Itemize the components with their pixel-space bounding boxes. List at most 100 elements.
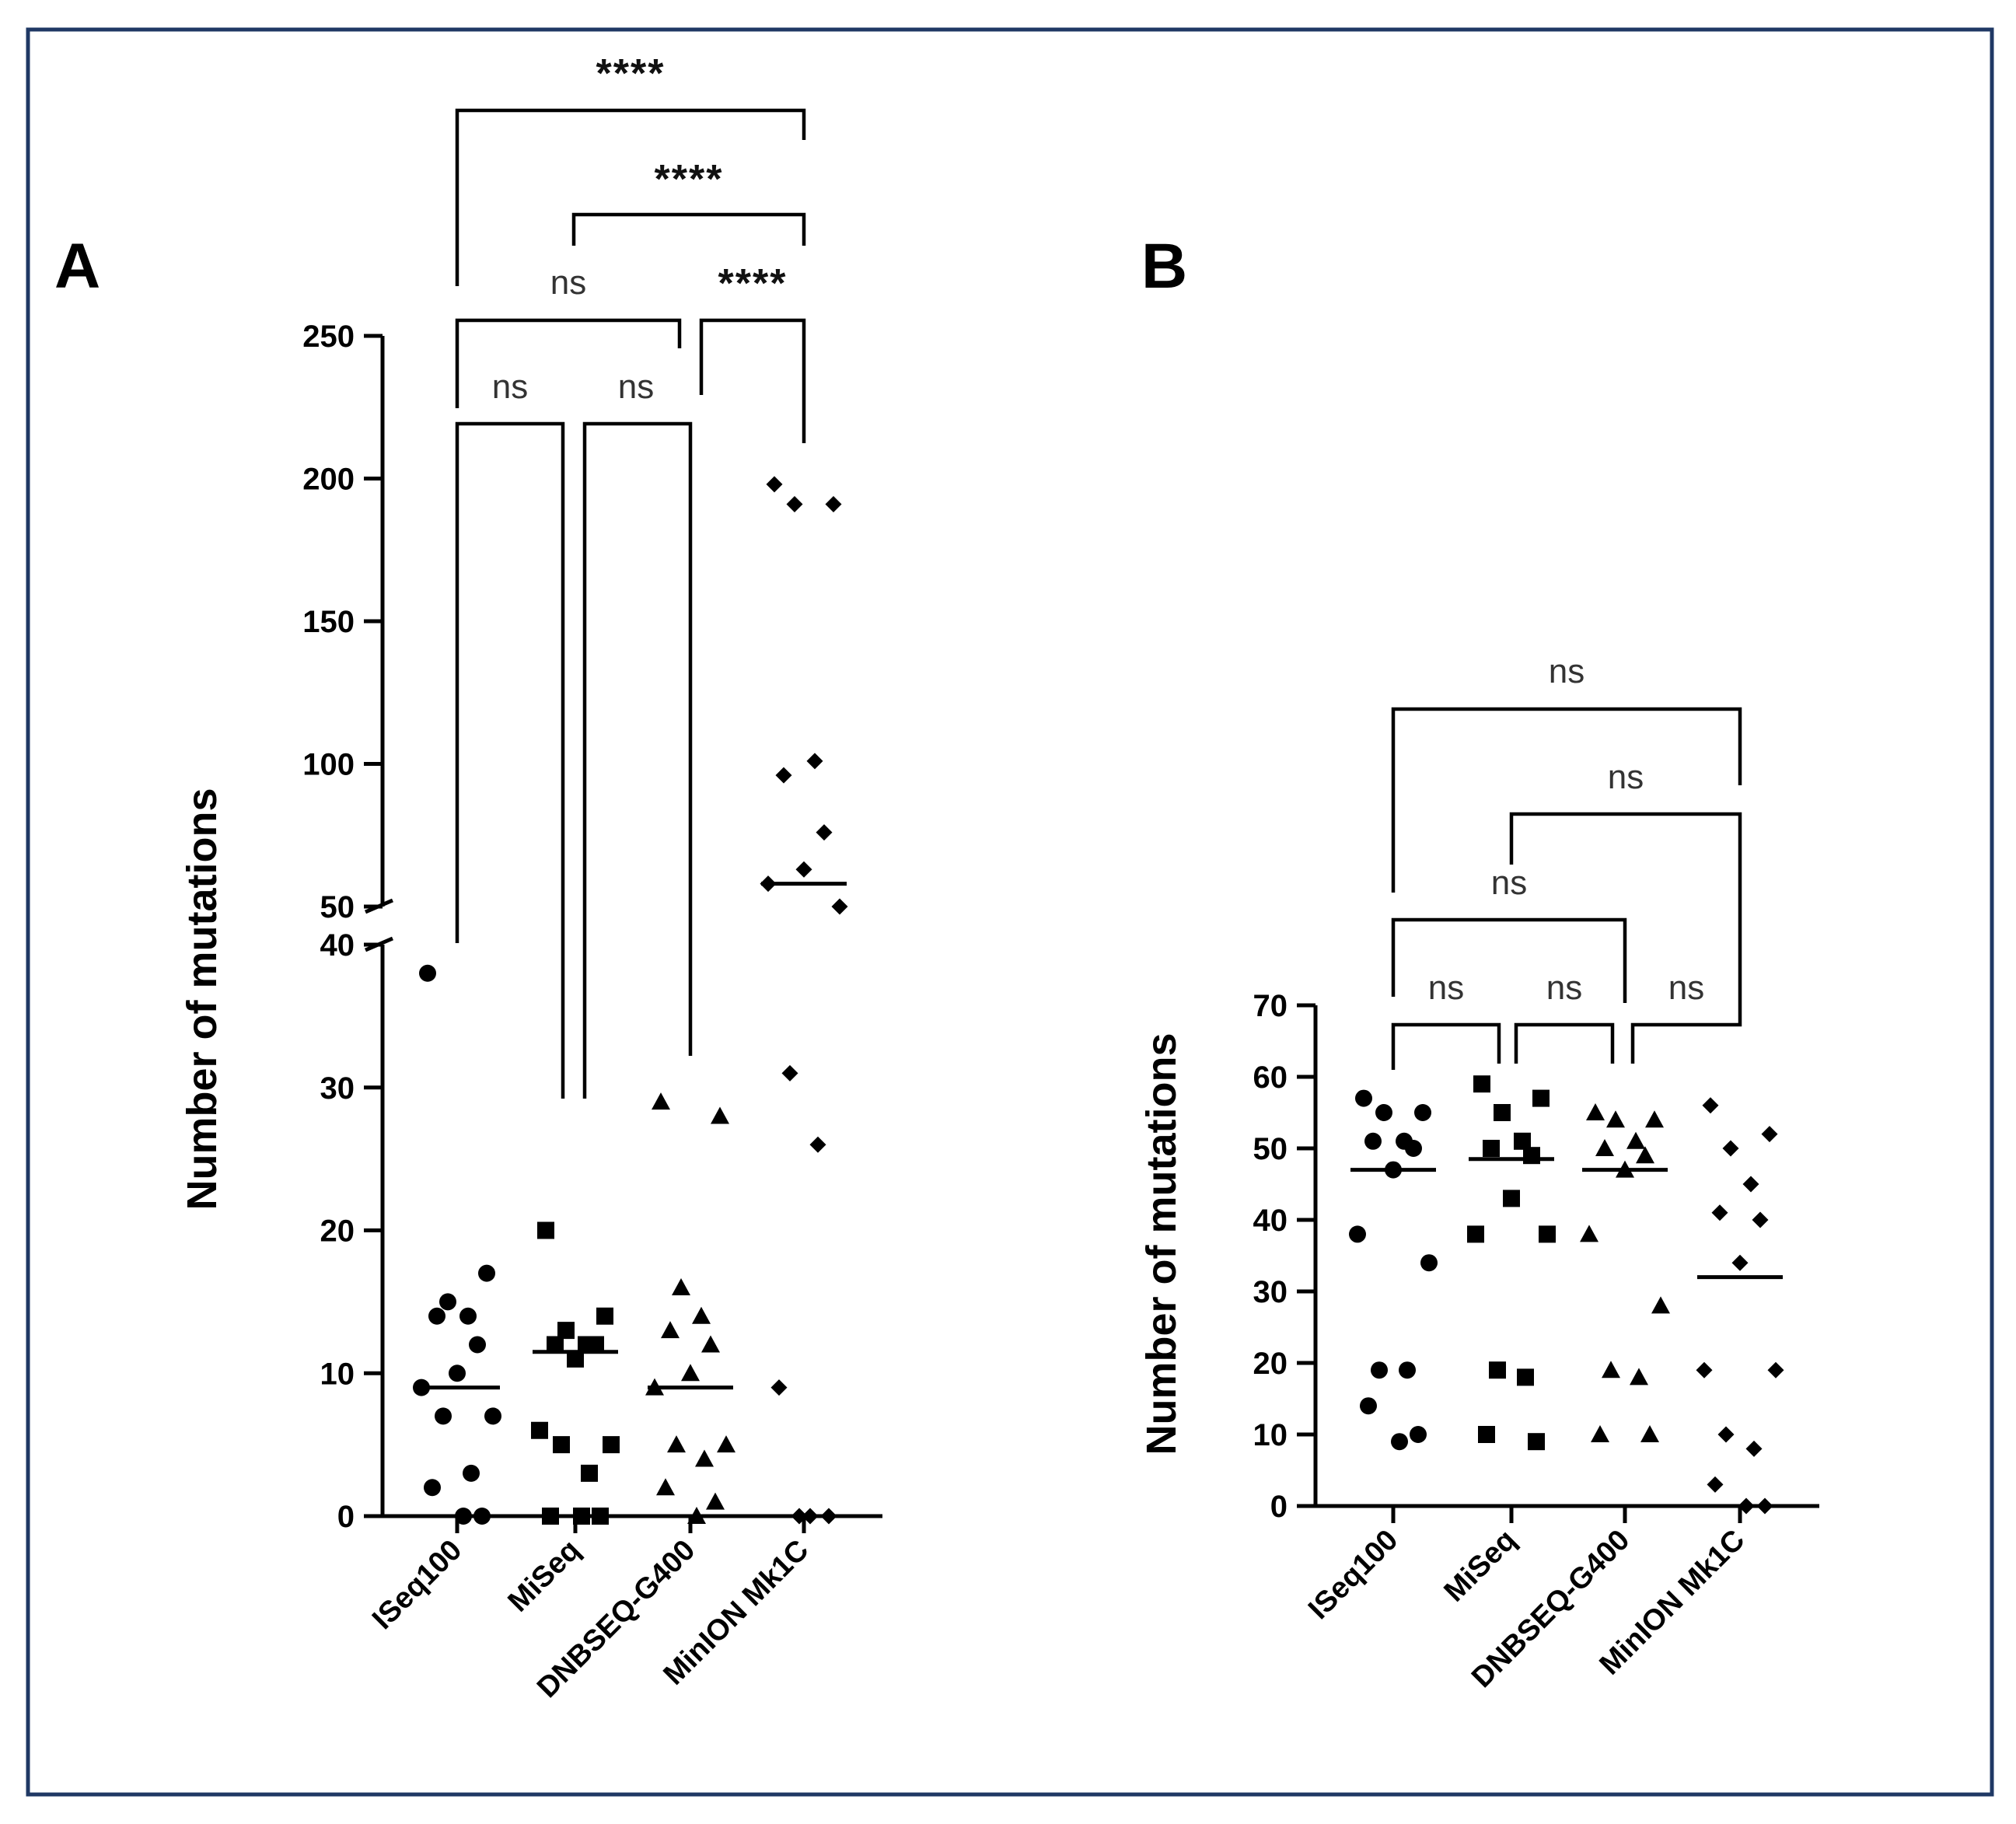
panel-b-point-iseq100: [1360, 1397, 1377, 1415]
panel-a-point-minion-mk1c: [781, 1064, 798, 1081]
panel-a-point-minion-mk1c: [786, 496, 803, 513]
panel-b-point-miseq: [1532, 1089, 1550, 1107]
panel-a-point-miseq: [603, 1436, 620, 1454]
panel-b-point-miseq: [1514, 1132, 1531, 1150]
panel-a-point-minion-mk1c: [809, 1136, 826, 1153]
panel-b-point-iseq100: [1364, 1132, 1382, 1150]
panel-a-point-miseq: [531, 1421, 548, 1439]
panel-a-point-iseq100: [459, 1307, 477, 1325]
panel-b-significance-label: ns: [1491, 864, 1527, 902]
panel-a-significance-label: ****: [596, 51, 666, 96]
panel-a-point-minion-mk1c: [795, 861, 812, 878]
panel-b-point-dnbseq-g400: [1591, 1425, 1609, 1442]
panel-b-point-minion-mk1c: [1767, 1361, 1784, 1378]
panel-a-point-miseq: [542, 1508, 559, 1525]
panel-b-significance-label: ns: [1428, 969, 1464, 1007]
panel-b-point-miseq: [1523, 1147, 1540, 1165]
panel-b-bracket-iseq100-vs-minion-mk1c: [1391, 707, 1742, 893]
panel-b-point-iseq100: [1391, 1433, 1408, 1451]
panel-b-bracket-iseq100-vs-dnbseq-g400: [1391, 917, 1627, 1003]
panel-a-point-dnbseq-g400: [656, 1478, 675, 1496]
panel-a-point-dnbseq-g400: [661, 1321, 680, 1339]
panel-a-y-tick-label: 10: [320, 1357, 355, 1391]
panel-a-point-iseq100: [463, 1464, 480, 1482]
panel-a-point-minion-mk1c: [775, 767, 792, 784]
panel-a-bracket-iseq100-vs-minion-mk1c: [455, 108, 806, 286]
panel-a-point-dnbseq-g400: [672, 1278, 690, 1295]
panel-a-data-points: [413, 476, 848, 1525]
panel-b-significance-label: ns: [1549, 652, 1584, 690]
panel-b-point-minion-mk1c: [1756, 1497, 1773, 1515]
panel-a-point-iseq100: [419, 964, 436, 982]
panel-b-point-iseq100: [1405, 1140, 1422, 1157]
panel-a-point-minion-mk1c: [802, 1508, 819, 1525]
panel-a-point-minion-mk1c: [816, 824, 833, 841]
panel-a-point-dnbseq-g400: [695, 1449, 714, 1467]
panel-a-point-iseq100: [473, 1508, 491, 1525]
panel-a-point-dnbseq-g400: [652, 1092, 670, 1110]
panel-b-y-tick-label: 70: [1253, 989, 1288, 1023]
panel-b-x-tick-label-iseq100: ISeq100: [1302, 1524, 1404, 1626]
panel-b-point-dnbseq-g400: [1636, 1146, 1654, 1164]
panel-a-point-miseq: [581, 1464, 598, 1482]
panel-a-label: A: [54, 231, 100, 302]
panel-a-point-dnbseq-g400: [717, 1435, 735, 1453]
panel-a-point-iseq100: [424, 1479, 441, 1497]
panel-b-x-tick-label-miseq: MiSeq: [1438, 1524, 1523, 1609]
panel-b-point-dnbseq-g400: [1651, 1296, 1670, 1314]
panel-a-point-miseq: [537, 1221, 554, 1239]
panel-b-bracket-miseq-vs-dnbseq-g400: [1514, 1022, 1615, 1064]
panel-b-point-miseq: [1528, 1433, 1545, 1451]
panel-a-y-tick-label: 20: [320, 1214, 355, 1249]
panel-a-y-tick-label: 30: [320, 1071, 355, 1106]
panel-a-point-miseq: [547, 1336, 564, 1354]
panel-b-point-miseq: [1478, 1426, 1495, 1443]
panel-b-point-miseq: [1494, 1104, 1511, 1121]
panel-a-point-dnbseq-g400: [692, 1306, 711, 1324]
panel-a-point-dnbseq-g400: [701, 1335, 720, 1353]
panel-b-point-dnbseq-g400: [1602, 1361, 1620, 1378]
panel-b-point-dnbseq-g400: [1586, 1103, 1605, 1120]
panel-b-significance-label: ns: [1546, 969, 1582, 1007]
panel-b-point-minion-mk1c: [1761, 1126, 1778, 1143]
panel-a-point-minion-mk1c: [831, 898, 848, 915]
panel-b-point-dnbseq-g400: [1606, 1110, 1625, 1128]
panel-a-bracket-miseq-vs-dnbseq-g400: [582, 421, 693, 1099]
panel-b-y-tick-label: 20: [1253, 1347, 1288, 1381]
panel-a-y-tick-label: 250: [302, 320, 355, 354]
panel-b-y-tick-label: 10: [1253, 1418, 1288, 1452]
panel-a-point-minion-mk1c: [806, 753, 823, 770]
panel-a-significance-label: ****: [655, 157, 724, 202]
panel-a-significance-label: ****: [718, 261, 788, 306]
panel-a-point-dnbseq-g400: [711, 1106, 729, 1124]
panel-a-point-iseq100: [455, 1508, 472, 1525]
panel-b-point-miseq: [1503, 1190, 1520, 1207]
panel-a-point-dnbseq-g400: [681, 1364, 700, 1382]
panel-b-point-minion-mk1c: [1752, 1211, 1769, 1228]
panel-a-point-iseq100: [435, 1407, 452, 1425]
panel-b-significance-label: ns: [1668, 969, 1704, 1007]
panel-a-significance-label: ns: [618, 368, 654, 406]
panel-b-point-iseq100: [1349, 1225, 1366, 1243]
panel-a-point-miseq: [587, 1336, 604, 1354]
panel-b-point-minion-mk1c: [1707, 1476, 1724, 1493]
panel-b-point-miseq: [1517, 1368, 1534, 1386]
panel-b-point-minion-mk1c: [1731, 1254, 1749, 1271]
panel-a-point-iseq100: [428, 1307, 445, 1325]
panel-b-point-iseq100: [1420, 1254, 1438, 1272]
panel-b-point-minion-mk1c: [1738, 1497, 1755, 1515]
panel-b-y-tick-label: 50: [1253, 1132, 1288, 1166]
panel-a-x-tick-label-miseq: MiSeq: [502, 1534, 587, 1619]
panel-a-y-tick-label: 50: [320, 890, 355, 924]
panel-b-point-minion-mk1c: [1742, 1176, 1759, 1193]
panel-a-point-miseq: [596, 1307, 613, 1325]
panel-a-significance-label: ns: [492, 368, 528, 406]
panel-b-y-tick-label: 0: [1270, 1490, 1288, 1524]
panel-b-y-axis-label: Number of mutations: [1138, 1033, 1185, 1455]
panel-a-point-minion-mk1c: [820, 1508, 837, 1525]
panel-a-point-iseq100: [439, 1293, 456, 1311]
panel-b-point-iseq100: [1399, 1361, 1416, 1379]
panel-a-point-iseq100: [478, 1264, 495, 1282]
